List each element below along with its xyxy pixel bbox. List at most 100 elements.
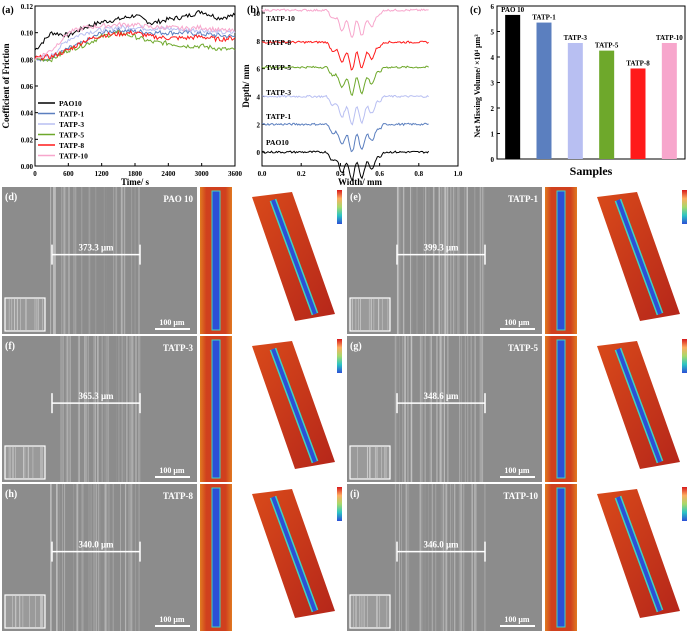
- panel-a-series-tatp-10: [34, 21, 236, 61]
- width-measure-text: 346.0 μm: [423, 540, 459, 550]
- bar-tatp-10: [661, 42, 677, 159]
- panel-a-ytick-label: 0.00: [21, 163, 34, 171]
- panel-b-ytick-label: 10: [253, 10, 261, 18]
- scale-bar-text: 100 μm: [504, 318, 530, 327]
- panel-b-series-tatp-8: [261, 40, 429, 71]
- width-measure-text: 348.6 μm: [423, 391, 459, 401]
- wear-groove-3d: [616, 496, 662, 612]
- panel-a-label: (a): [2, 5, 14, 16]
- panel-b-xlabel: Width/ mm: [338, 177, 383, 187]
- panel-a-xtick-label: 0: [33, 170, 37, 178]
- micro-panel-d: 373.3 μm (d) PAO 10 100 μm: [2, 187, 342, 334]
- panel-b-curve-label: TATP-5: [266, 63, 291, 72]
- scale-bar-text: 100 μm: [159, 318, 185, 327]
- panel-c-axes: [496, 5, 686, 160]
- panel-c-ytick-label: 0: [491, 156, 495, 164]
- inset-box: [349, 297, 391, 332]
- panel-a-xticks: 0 600 1200 1800 2400 3000 3600: [33, 163, 243, 178]
- wear-groove-3d: [271, 199, 317, 315]
- panel-b-series: [261, 8, 430, 182]
- panel-a-ytick-label: 0.02: [21, 136, 34, 144]
- panel-a: (a) 0.00 0.02 0.04 0.06 0.08 0.10 0.12 0 600 120…: [1, 3, 243, 187]
- legend-label-tatp-3: TATP-3: [59, 120, 84, 129]
- panel-b-ytick-label: 8: [257, 38, 261, 46]
- panel-c-bars: PAO 10 TATP-1 TATP-3 TATP-5 TATP-8 TATP-10: [501, 6, 683, 160]
- color-scale-bar: [337, 339, 342, 373]
- panel-a-ytick-label: 0.12: [21, 3, 34, 11]
- width-measure-text: 365.3 μm: [78, 391, 114, 401]
- scale-bar-text: 100 μm: [159, 615, 185, 624]
- micro-sample-name: TATP-8: [163, 491, 194, 501]
- micro-panel-h: 340.0 μm (h) TATP-8 100 μm: [2, 484, 342, 631]
- wear-groove-2d: [211, 190, 221, 331]
- panel-a-xtick-label: 3000: [195, 170, 210, 178]
- width-measure-text: 340.0 μm: [78, 540, 114, 550]
- micro-panel-f: 365.3 μm (f) TATP-3 100 μm: [2, 336, 342, 482]
- width-measure-text: 399.3 μm: [423, 243, 459, 253]
- bar-tatp-8: [630, 68, 646, 159]
- panel-c-yticks: 0 1 2 3 4 5 6: [491, 3, 500, 164]
- panel-b-series-pao10: [261, 150, 430, 182]
- bar-label: PAO 10: [501, 6, 525, 14]
- color-scale-bar: [682, 190, 687, 224]
- micro-panel-label: (f): [5, 341, 15, 352]
- panel-b-curve-label: TATP-3: [266, 88, 291, 97]
- wear-groove-2d: [556, 487, 566, 628]
- panel-b-xtick-label: 0.0: [258, 170, 267, 178]
- panel-a-ylabel: Coefficient of Friction: [1, 44, 11, 129]
- legend-label-tatp-8: TATP-8: [59, 141, 84, 150]
- panel-c-label: (c): [470, 5, 481, 16]
- color-scale-bar: [337, 487, 342, 521]
- bar-label: TATP-8: [626, 59, 650, 67]
- micro-panel-e: 399.3 μm (e) TATP-1 100 μm: [347, 187, 687, 334]
- panel-b-ytick-label: 0: [257, 149, 261, 157]
- panel-a-ytick-label: 0.10: [21, 30, 34, 38]
- panel-a-xtick-label: 1800: [128, 170, 143, 178]
- scale-bar-text: 100 μm: [504, 466, 530, 475]
- micro-sample-name: PAO 10: [163, 194, 193, 204]
- micro-panel-i: 346.0 μm (i) TATP-10 100 μm: [347, 484, 687, 631]
- scale-bar-text: 100 μm: [159, 466, 185, 475]
- wear-groove-2d: [211, 487, 221, 628]
- panel-a-ytick-label: 0.04: [21, 110, 34, 118]
- panel-c-ytick-label: 2: [491, 105, 495, 113]
- panel-c-xlabel: Samples: [570, 164, 613, 178]
- micro-panel-label: (d): [5, 192, 17, 203]
- panel-b-series-tatp-5: [261, 65, 429, 96]
- micro-sample-name: TATP-5: [508, 343, 539, 353]
- legend-label-tatp-1: TATP-1: [59, 110, 84, 119]
- panel-b-xtick-label: 0.2: [297, 170, 306, 178]
- wear-groove-2d: [556, 190, 566, 331]
- bar-label: TATP-1: [532, 14, 556, 22]
- panel-b-xtick-label: 0.8: [414, 170, 423, 178]
- color-scale-bar: [682, 487, 687, 521]
- panel-a-xtick-label: 1200: [95, 170, 110, 178]
- wear-groove-3d: [271, 348, 317, 463]
- panel-b-ytick-label: 2: [257, 121, 261, 129]
- micro-sample-name: TATP-1: [508, 194, 539, 204]
- panel-b-xtick-label: 1.0: [454, 170, 463, 178]
- panel-b-curve-label: TATP-8: [266, 38, 291, 47]
- panel-c-ytick-label: 1: [491, 131, 495, 139]
- panel-b-yticks: 0 2 4 6 8 10: [253, 10, 265, 157]
- legend-label-tatp-10: TATP-10: [59, 152, 88, 161]
- panel-b-series-tatp-3: [261, 94, 429, 126]
- inset-box: [349, 594, 391, 629]
- panel-a-series-tatp-8: [34, 29, 236, 61]
- panel-b-series-tatp-1: [261, 122, 429, 153]
- panel-c-ylabel: Net Missing Volume/ ×10⁴ μm³: [473, 34, 482, 138]
- color-scale-bar: [337, 190, 342, 224]
- panel-a-ytick-label: 0.06: [21, 83, 34, 91]
- micro-panel-g: 348.6 μm (g) TATP-5 100 μm: [347, 336, 687, 482]
- panel-c-ytick-label: 4: [491, 54, 495, 62]
- panel-a-xlabel: Time/ s: [121, 177, 150, 187]
- panel-b-curve-label: TATP-10: [266, 14, 295, 23]
- panel-b-axes: [261, 5, 459, 167]
- panel-b-xtick-label: 0.6: [375, 170, 384, 178]
- panel-a-xtick-label: 2400: [161, 170, 176, 178]
- panel-b-ylabel: Depth/ mm: [241, 64, 251, 108]
- bar-tatp-1: [536, 22, 552, 160]
- panel-a-series-tatp-5: [34, 29, 236, 63]
- bar-pao10: [505, 14, 521, 159]
